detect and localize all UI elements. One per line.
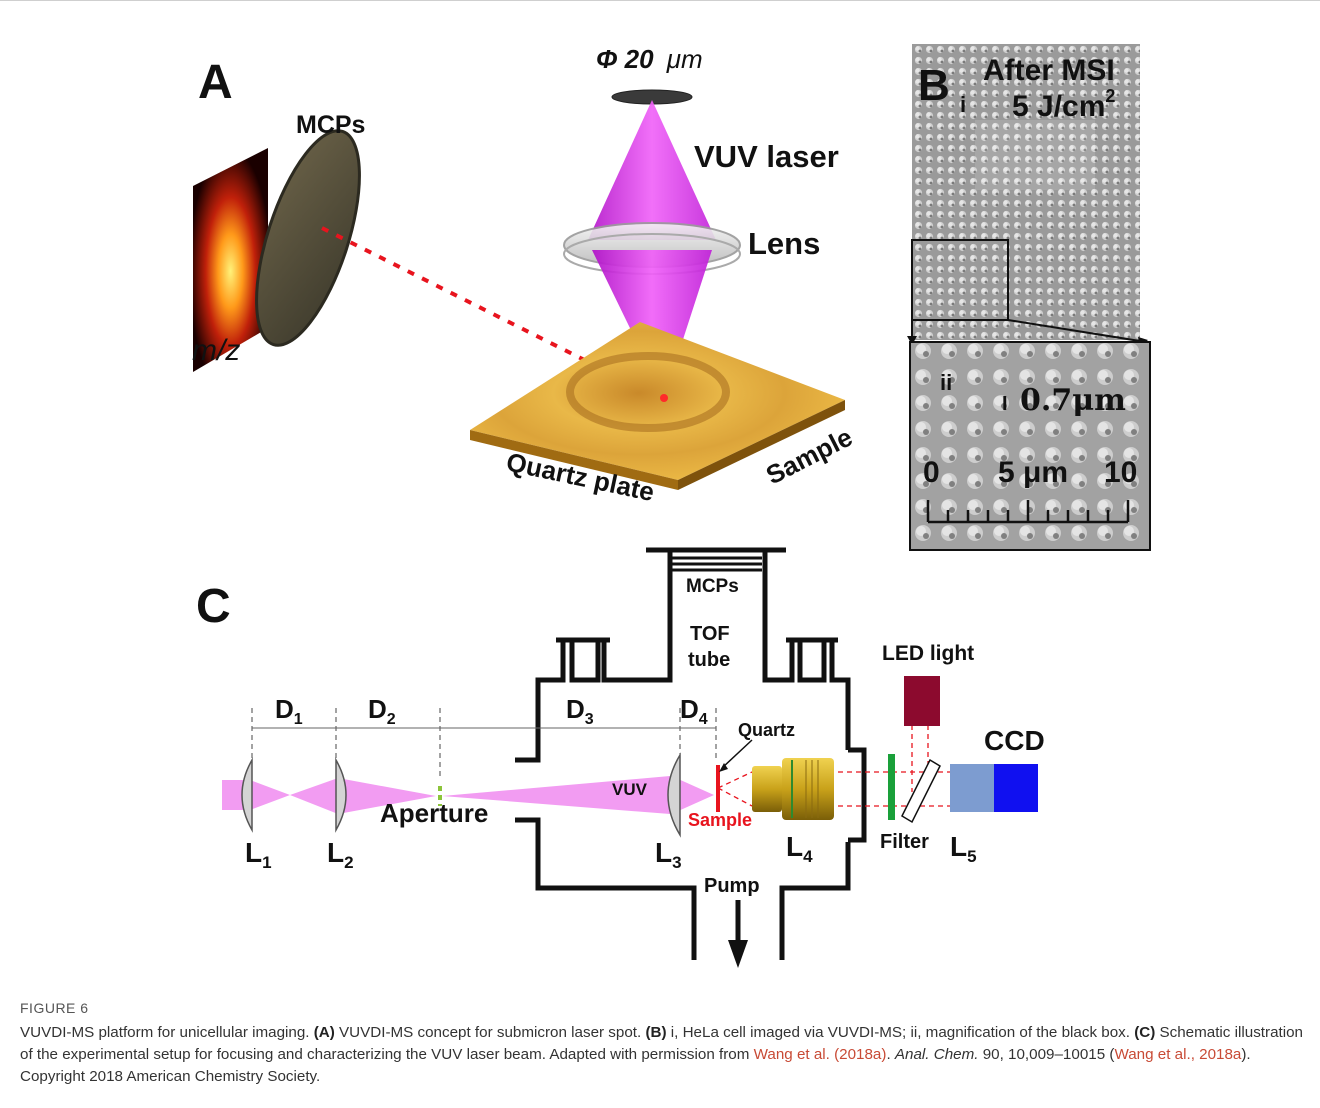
caption-dot: . (886, 1046, 895, 1063)
vacuum-chamber (515, 547, 867, 960)
figure-caption: VUVDI-MS platform for unicellular imagin… (20, 1022, 1305, 1088)
figure-label: FIGURE 6 (20, 1000, 89, 1016)
phi-label: Φ 20 μm (596, 44, 703, 74)
panel-a-mcps-label: MCPs (296, 111, 365, 139)
lens-l1 (241, 757, 253, 833)
panel-a-label: A (198, 56, 233, 109)
panel-b: B i After MSI 5 J/cm2 ii I 0.7μm 0 5 μm … (907, 44, 1151, 551)
spot-size-label: 0.7μm (1020, 383, 1126, 418)
ccd-label: CCD (984, 725, 1045, 756)
beam-splitter (901, 758, 941, 824)
lens-l3 (667, 752, 681, 838)
l4-label: L4 (786, 831, 813, 866)
d1-label: D1 (275, 694, 303, 728)
fluence-label: 5 J/cm2 (1012, 86, 1115, 123)
quartz-pointer-head (719, 763, 728, 772)
scale-left: 0 (923, 456, 940, 489)
scale-right: 10 (1104, 456, 1137, 489)
l3-label: L3 (655, 837, 682, 872)
caption-c-tag: (C) (1134, 1024, 1156, 1041)
laser-focus-spot (660, 394, 668, 402)
beam-segment-2 (290, 778, 436, 814)
panel-c-label: C (196, 580, 231, 633)
scale-mid: 5 μm (998, 456, 1068, 489)
reference-link-1[interactable]: Wang et al. (2018a) (753, 1046, 887, 1063)
vuv-label: VUV (612, 780, 648, 799)
sample-plate-side (678, 400, 845, 490)
zoom-line-right (1007, 319, 1147, 343)
led-light (904, 676, 940, 726)
panel-b-sub-i: i (960, 92, 966, 117)
d4-label: D4 (680, 694, 708, 728)
cell-image-overview (912, 44, 1140, 340)
sample-label-c: Sample (688, 810, 752, 830)
scale-bar (926, 500, 1130, 524)
panel-b-sub-ii: ii (940, 370, 952, 395)
caption-cite: 90, 10,009–10015 ( (978, 1046, 1115, 1063)
ion-image-heatmap (193, 148, 268, 372)
l1-label: L1 (245, 837, 272, 872)
ccd-body (994, 764, 1038, 812)
sample-plate-top (470, 322, 845, 480)
panel-c-mcps-label: MCPs (686, 576, 739, 597)
aperture-label: Aperture (380, 798, 488, 828)
distance-markers (251, 708, 717, 780)
mcp-disc (255, 129, 361, 347)
panel-b-label: B (918, 61, 950, 110)
beam-segment-4 (676, 778, 714, 812)
filter-label: Filter (880, 831, 929, 853)
caption-intro: VUVDI-MS platform for unicellular imagin… (20, 1024, 314, 1041)
journal-name: Anal. Chem. (894, 1046, 979, 1063)
pump-label: Pump (704, 875, 760, 897)
filter (888, 754, 895, 820)
caption-a-text: VUVDI-MS concept for submicron laser spo… (334, 1024, 646, 1041)
zoom-arrow-left (907, 336, 917, 345)
d2-label: D2 (368, 694, 396, 728)
panel-c: C MCPs TOF tube Pump (196, 547, 1045, 968)
reference-link-2[interactable]: Wang et al., 2018a (1114, 1046, 1242, 1063)
laser-cone-upper (588, 100, 716, 240)
panel-a: A MCPs m/z Φ 20 μm VUV laser Lens Quartz… (192, 44, 857, 507)
quartz-pointer (721, 739, 753, 769)
laser-cone-lower (592, 250, 712, 398)
top-border (0, 0, 1320, 1)
tube-label: tube (688, 649, 730, 671)
after-msi-label: After MSI (983, 54, 1115, 87)
tof-mcp-plates (672, 556, 762, 572)
magnification-box (911, 239, 1009, 321)
quartz-label: Quartz (738, 720, 795, 740)
mz-label: m/z (192, 334, 240, 367)
beam-segment-1 (222, 780, 290, 810)
caption-c-text: Schematic illustration of the experiment… (20, 1024, 1303, 1063)
caption-tail: ). Copyright 2018 American Chemistry Soc… (20, 1046, 1251, 1085)
pump-arrow-head (728, 940, 748, 968)
d3-label: D3 (566, 694, 594, 728)
cell-image-magnified (909, 341, 1151, 551)
caption-b-tag: (B) (645, 1024, 667, 1041)
lens-l2 (335, 757, 347, 833)
spot-size-marker: I (1002, 393, 1008, 415)
lens-label: Lens (748, 226, 820, 261)
caption-b-text: i, HeLa cell imaged via VUVDI-MS; ii, ma… (666, 1024, 1135, 1041)
l5-label: L5 (950, 831, 977, 866)
tof-label: TOF (690, 623, 730, 645)
l2-label: L2 (327, 837, 354, 872)
caption-a-tag: (A) (313, 1024, 335, 1041)
figure-6-graphic: A MCPs m/z Φ 20 μm VUV laser Lens Quartz… (192, 44, 1151, 968)
ccd-lens-l5 (950, 764, 994, 812)
ablation-ring (566, 352, 730, 432)
led-light-label: LED light (882, 642, 974, 665)
vuv-laser-label: VUV laser (694, 139, 839, 174)
beam-segment-3 (442, 776, 670, 814)
sample-plate-front (470, 430, 678, 490)
objective-l4 (752, 758, 834, 820)
